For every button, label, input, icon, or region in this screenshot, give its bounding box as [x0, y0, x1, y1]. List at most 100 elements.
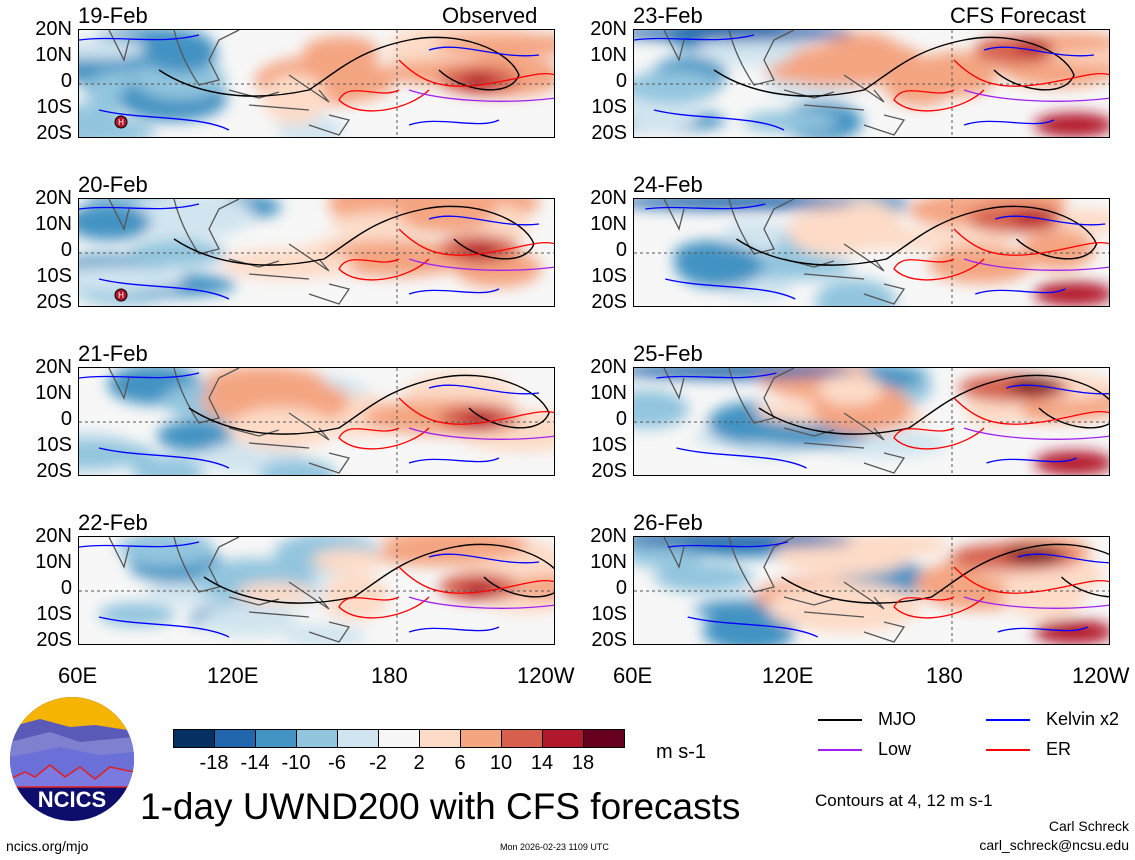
anomaly-negative — [131, 456, 206, 475]
er-contour — [893, 228, 1109, 281]
x-tick-right: 120E — [762, 663, 814, 688]
colorbar-label: 6 — [454, 752, 466, 774]
coastline — [663, 199, 906, 305]
legend-mjo: MJO — [878, 709, 916, 729]
anomaly-positive — [810, 199, 904, 251]
mjo-contour — [158, 36, 520, 97]
anomaly-max — [1012, 209, 1056, 225]
anomaly-negative — [634, 69, 722, 104]
y-tick: 10S — [591, 603, 627, 625]
low-contour — [408, 89, 554, 102]
kelvin-contour — [645, 203, 1106, 300]
forecast-label: CFS Forecast — [950, 3, 1086, 28]
ncics-logo[interactable]: NCICS — [10, 697, 134, 821]
anomaly-negative — [156, 420, 234, 452]
low-contour — [408, 258, 554, 271]
map-panel — [633, 536, 1110, 645]
y-tick: 20N — [35, 187, 72, 209]
footer-author: Carl Schreck — [1048, 818, 1129, 834]
colorbar-swatch — [461, 730, 502, 747]
y-tick: 20S — [591, 291, 627, 313]
panel-date: 23-Feb — [633, 3, 703, 28]
anomaly-negative — [695, 36, 814, 66]
legend-low: Low — [878, 739, 912, 759]
er-contour — [338, 228, 554, 281]
anomaly-negative — [654, 562, 754, 593]
anomaly-negative — [79, 38, 148, 60]
high-marker-icon — [114, 288, 128, 302]
y-tick: 10S — [36, 265, 72, 287]
y-tick: 10N — [590, 44, 627, 66]
y-tick: 0 — [615, 577, 627, 599]
legend-low-line — [818, 749, 862, 751]
colorbar-label: -2 — [369, 752, 387, 774]
anomaly-positive — [1034, 451, 1109, 475]
high-marker-icon — [114, 115, 128, 129]
coastline — [108, 199, 351, 305]
x-tick-right: 120W — [1072, 663, 1130, 688]
panel-date: 19-Feb — [78, 3, 148, 28]
anomaly-negative — [258, 459, 337, 475]
low-contour — [963, 427, 1109, 440]
colorbar — [173, 729, 625, 748]
anomaly-negative — [79, 203, 151, 241]
anomaly-positive — [311, 548, 387, 573]
y-tick: 20S — [36, 629, 72, 651]
footer-url[interactable]: ncics.org/mjo — [6, 838, 89, 854]
er-contour — [893, 59, 1109, 112]
er-contour — [893, 397, 1109, 450]
colorbar-units: m s-1 — [656, 741, 706, 763]
y-tick: 20S — [591, 629, 627, 651]
anomaly-negative — [634, 30, 854, 41]
low-contour — [963, 596, 1109, 609]
anomaly-max — [461, 243, 497, 259]
map-panel — [78, 536, 555, 645]
kelvin-contour — [667, 541, 1109, 638]
kelvin-contour — [79, 34, 540, 131]
coastline — [108, 30, 351, 136]
map-panel: H — [78, 198, 555, 307]
anomaly-positive — [1002, 569, 1088, 620]
kelvin-contour — [634, 34, 1095, 131]
y-tick: 0 — [615, 239, 627, 261]
mjo-contour — [188, 374, 550, 435]
footer-timestamp: Mon 2026-02-23 1109 UTC — [500, 842, 609, 852]
map-panel — [633, 198, 1110, 307]
colorbar-swatch — [256, 730, 297, 747]
mjo-contour — [173, 205, 535, 266]
y-tick: 20S — [36, 291, 72, 313]
y-tick: 20S — [36, 460, 72, 482]
anomaly-positive — [434, 33, 554, 57]
y-tick: 20S — [591, 122, 627, 144]
anomaly-positive — [802, 40, 925, 81]
anomaly-max — [1005, 547, 1063, 563]
y-tick: 20N — [590, 187, 627, 209]
y-tick: 10S — [591, 96, 627, 118]
coastline — [108, 368, 351, 474]
y-tick: 0 — [60, 408, 72, 430]
y-tick: 20N — [590, 18, 627, 40]
low-contour — [408, 427, 554, 440]
y-tick: 0 — [60, 70, 72, 92]
coastline — [663, 537, 906, 643]
anomaly-negative — [634, 389, 689, 429]
map-panel — [78, 367, 555, 476]
mjo-contour — [736, 205, 1098, 266]
anomaly-negative — [79, 439, 155, 469]
anomaly-positive — [302, 36, 380, 68]
y-tick: 10N — [35, 382, 72, 404]
anomaly-negative — [742, 110, 839, 133]
anomaly-positive — [767, 581, 922, 633]
er-contour — [338, 397, 554, 450]
y-tick: 20N — [35, 18, 72, 40]
colorbar-swatch — [215, 730, 256, 747]
footer-email[interactable]: carl_schreck@ncsu.edu — [979, 837, 1129, 853]
y-tick: 10N — [35, 551, 72, 573]
y-tick: 10S — [36, 434, 72, 456]
anomaly-positive — [1034, 113, 1109, 137]
anomaly-positive — [1034, 282, 1109, 306]
x-tick-right: 60E — [613, 663, 653, 688]
er-contour — [338, 59, 554, 112]
kelvin-contour — [79, 541, 540, 638]
